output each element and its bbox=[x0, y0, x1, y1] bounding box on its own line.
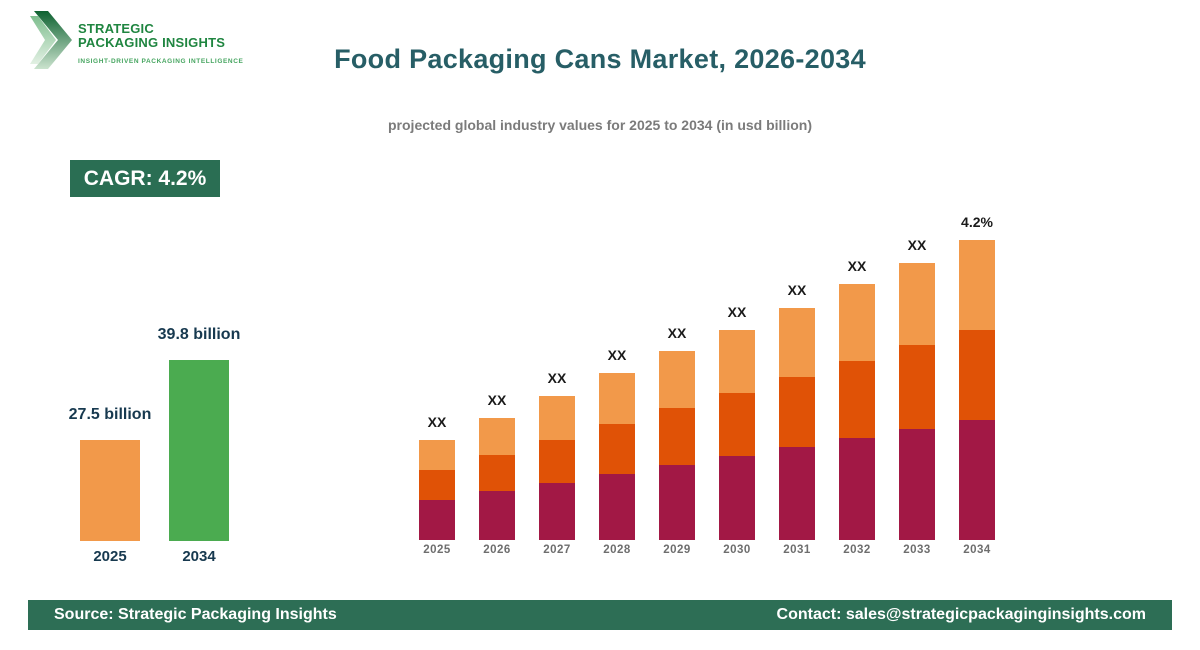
footer-bar: Source: Strategic Packaging Insights Con… bbox=[28, 600, 1172, 630]
bar-total-label-2031: XX bbox=[787, 282, 807, 298]
bottom-segment-2026 bbox=[479, 491, 515, 540]
middle-segment-2028 bbox=[599, 424, 635, 474]
axis-year-label-2026: 2026 bbox=[483, 544, 511, 556]
middle-segment-2034 bbox=[959, 330, 995, 420]
mini-bar-value-2025: 27.5 billion bbox=[68, 406, 152, 423]
stacked-bar-2032 bbox=[839, 284, 875, 540]
logo-line-2: PACKAGING INSIGHTS bbox=[78, 35, 226, 50]
stacked-bar-2026 bbox=[479, 418, 515, 540]
middle-segment-2029 bbox=[659, 408, 695, 465]
middle-segment-2027 bbox=[539, 440, 575, 483]
axis-year-label-2030: 2030 bbox=[723, 544, 751, 556]
top-segment-2026 bbox=[479, 418, 515, 455]
footer-contact: Contact: sales@strategicpackaginginsight… bbox=[776, 606, 1146, 623]
axis-year-label-2029: 2029 bbox=[663, 544, 691, 556]
brand-logo: STRATEGIC PACKAGING INSIGHTS INSIGHT-DRI… bbox=[30, 10, 243, 70]
top-segment-2025 bbox=[419, 440, 455, 470]
middle-segment-2033 bbox=[899, 345, 935, 429]
stacked-bar-2031 bbox=[779, 308, 815, 540]
middle-segment-2031 bbox=[779, 377, 815, 447]
bottom-segment-2031 bbox=[779, 447, 815, 540]
axis-year-label-2032: 2032 bbox=[843, 544, 871, 556]
chevron-logo-icon bbox=[30, 11, 72, 69]
cagr-badge: CAGR: 4.2% bbox=[70, 160, 220, 197]
axis-year-label-2025: 2025 bbox=[423, 544, 451, 556]
logo-tagline: INSIGHT-DRIVEN PACKAGING INTELLIGENCE bbox=[78, 58, 244, 65]
mini-bar-year-2025: 2025 bbox=[93, 548, 127, 565]
stacked-bar-2028 bbox=[599, 373, 635, 540]
mini-bar-year-2034: 2034 bbox=[182, 548, 216, 565]
stacked-bar-2025 bbox=[419, 440, 455, 540]
bottom-segment-2032 bbox=[839, 438, 875, 540]
axis-year-label-2028: 2028 bbox=[603, 544, 631, 556]
top-segment-2029 bbox=[659, 351, 695, 408]
top-segment-2032 bbox=[839, 284, 875, 361]
bottom-segment-2027 bbox=[539, 483, 575, 540]
axis-year-label-2033: 2033 bbox=[903, 544, 931, 556]
bottom-segment-2033 bbox=[899, 429, 935, 540]
logo-line-1: STRATEGIC bbox=[78, 21, 154, 36]
bar-total-label-2026: XX bbox=[487, 392, 507, 408]
bar-total-label-2029: XX bbox=[667, 325, 687, 341]
axis-year-label-2027: 2027 bbox=[543, 544, 571, 556]
top-segment-2027 bbox=[539, 396, 575, 440]
stacked-bar-2029 bbox=[659, 351, 695, 540]
stacked-bar-2030 bbox=[719, 330, 755, 540]
stacked-bar-2027 bbox=[539, 396, 575, 540]
bar-total-label-2034: 4.2% bbox=[961, 214, 993, 230]
bar-total-label-2033: XX bbox=[907, 237, 927, 253]
bottom-segment-2030 bbox=[719, 456, 755, 540]
top-segment-2030 bbox=[719, 330, 755, 393]
axis-year-label-2034: 2034 bbox=[963, 544, 991, 556]
top-segment-2034 bbox=[959, 240, 995, 330]
page-subtitle: projected global industry values for 202… bbox=[388, 117, 812, 133]
axis-year-label-2031: 2031 bbox=[783, 544, 811, 556]
bar-total-label-2025: XX bbox=[427, 414, 447, 430]
mini-bar-value-2034: 39.8 billion bbox=[157, 326, 241, 343]
bar-total-label-2030: XX bbox=[727, 304, 747, 320]
middle-segment-2025 bbox=[419, 470, 455, 500]
growth-summary-chart: 27.5 billion 2025 39.8 billion 2034 bbox=[69, 318, 241, 578]
footer-source: Source: Strategic Packaging Insights bbox=[54, 606, 337, 623]
middle-segment-2030 bbox=[719, 393, 755, 456]
top-segment-2028 bbox=[599, 373, 635, 424]
bar-total-label-2032: XX bbox=[847, 258, 867, 274]
mini-bar-2025 bbox=[80, 440, 140, 541]
middle-segment-2032 bbox=[839, 361, 875, 438]
bottom-segment-2028 bbox=[599, 474, 635, 540]
stacked-bar-2034 bbox=[959, 240, 995, 540]
bar-total-label-2028: XX bbox=[607, 347, 627, 363]
bottom-segment-2025 bbox=[419, 500, 455, 540]
top-segment-2031 bbox=[779, 308, 815, 377]
bottom-segment-2029 bbox=[659, 465, 695, 540]
bottom-segment-2034 bbox=[959, 420, 995, 540]
top-segment-2033 bbox=[899, 263, 935, 345]
mini-bar-2034 bbox=[169, 360, 229, 541]
bar-total-label-2027: XX bbox=[547, 370, 567, 386]
page-title: Food Packaging Cans Market, 2026-2034 bbox=[334, 44, 866, 74]
middle-segment-2026 bbox=[479, 455, 515, 491]
stacked-bar-2033 bbox=[899, 263, 935, 540]
yearly-projection-chart: XX 2025 XX 2026 XX 2027 XX 2028 XX 2029 XX 2030 XX 20… bbox=[419, 200, 1019, 575]
logo-text: STRATEGIC PACKAGING INSIGHTS INSIGHT-DRI… bbox=[78, 10, 244, 66]
